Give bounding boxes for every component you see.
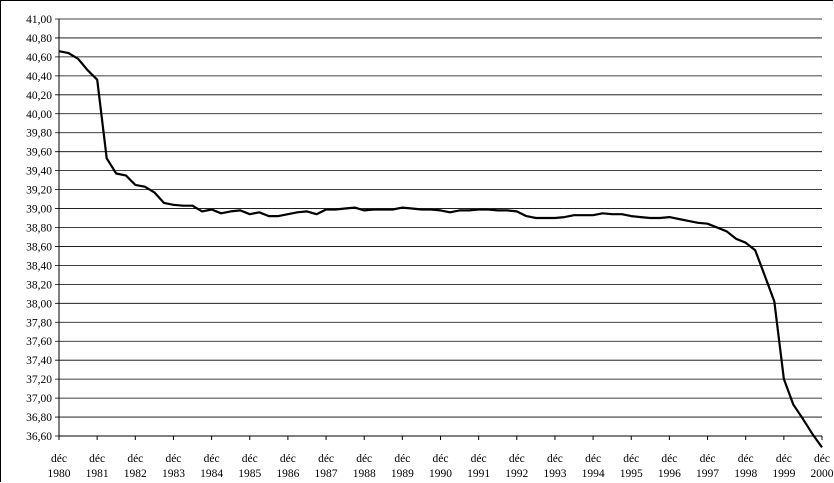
y-tick-label: 40,80 (26, 33, 52, 45)
y-tick-label: 40,20 (26, 90, 52, 102)
y-tick-label: 40,00 (26, 109, 52, 121)
y-tick-label: 40,60 (26, 52, 52, 64)
x-tick-label-month: déc (700, 453, 716, 465)
y-tick-label: 36,60 (26, 431, 52, 443)
x-tick-label-year: 1989 (391, 468, 414, 480)
y-tick-label: 37,20 (26, 374, 52, 386)
x-tick-label-month: déc (661, 453, 677, 465)
x-tick-label-month: déc (280, 453, 296, 465)
x-tick-label-month: déc (165, 453, 181, 465)
x-tick-label-month: déc (89, 453, 105, 465)
x-tick-label-month: déc (471, 453, 487, 465)
x-tick-label-year: 1986 (276, 468, 299, 480)
x-tick-label-year: 2000 (811, 468, 834, 480)
y-tick-label: 39,40 (26, 166, 52, 178)
x-tick-label-month: déc (127, 453, 143, 465)
x-tick-label-year: 1988 (353, 468, 376, 480)
x-tick-label-month: déc (623, 453, 639, 465)
x-tick-label-year: 1997 (696, 468, 719, 480)
y-tick-label: 39,20 (26, 185, 52, 197)
x-tick-label-year: 1993 (543, 468, 566, 480)
x-tick-label-year: 1981 (86, 468, 109, 480)
x-tick-label-year: 1996 (658, 468, 681, 480)
y-tick-label: 38,00 (26, 298, 52, 310)
y-tick-label: 37,60 (26, 336, 52, 348)
y-tick-label: 37,40 (26, 355, 52, 367)
x-tick-label-month: déc (394, 453, 410, 465)
x-tick-label-year: 1984 (200, 468, 223, 480)
series-line (58, 50, 823, 449)
x-tick-label-year: 1987 (315, 468, 338, 480)
x-tick-label-month: déc (776, 453, 792, 465)
x-tick-label-year: 1991 (467, 468, 490, 480)
x-tick-label-year: 1982 (124, 468, 147, 480)
y-tick-label: 39,00 (26, 204, 52, 216)
x-tick-label-month: déc (242, 453, 258, 465)
x-tick-label-year: 1999 (772, 468, 795, 480)
x-tick-label-month: déc (433, 453, 449, 465)
x-tick-label-month: déc (814, 453, 830, 465)
y-tick-label: 37,00 (26, 393, 52, 405)
x-tick-label-year: 1985 (238, 468, 261, 480)
x-tick-label-year: 1998 (734, 468, 757, 480)
x-tick-label-year: 1980 (48, 468, 71, 480)
y-tick-label: 37,80 (26, 317, 52, 329)
x-tick-label-month: déc (204, 453, 220, 465)
y-tick-label: 41,00 (26, 14, 52, 26)
y-tick-label: 40,40 (26, 71, 52, 83)
y-tick-label: 38,40 (26, 260, 52, 272)
x-tick-label-month: déc (318, 453, 334, 465)
x-tick-label-month: déc (356, 453, 372, 465)
x-tick-label-month: déc (509, 453, 525, 465)
y-tick-label: 38,20 (26, 279, 52, 291)
y-tick-label: 38,60 (26, 241, 52, 253)
x-tick-label-year: 1992 (505, 468, 528, 480)
x-tick-label-month: déc (585, 453, 601, 465)
x-tick-label-year: 1994 (582, 468, 605, 480)
y-tick-label: 38,80 (26, 223, 52, 235)
y-tick-label: 39,80 (26, 128, 52, 140)
y-tick-label: 36,80 (26, 412, 52, 424)
x-tick-label-year: 1990 (429, 468, 452, 480)
y-tick-label: 39,60 (26, 147, 52, 159)
x-tick-label-month: déc (547, 453, 563, 465)
x-tick-label-year: 1995 (620, 468, 643, 480)
x-tick-label-month: déc (738, 453, 754, 465)
x-tick-label-year: 1983 (162, 468, 185, 480)
x-tick-label-month: déc (51, 453, 67, 465)
